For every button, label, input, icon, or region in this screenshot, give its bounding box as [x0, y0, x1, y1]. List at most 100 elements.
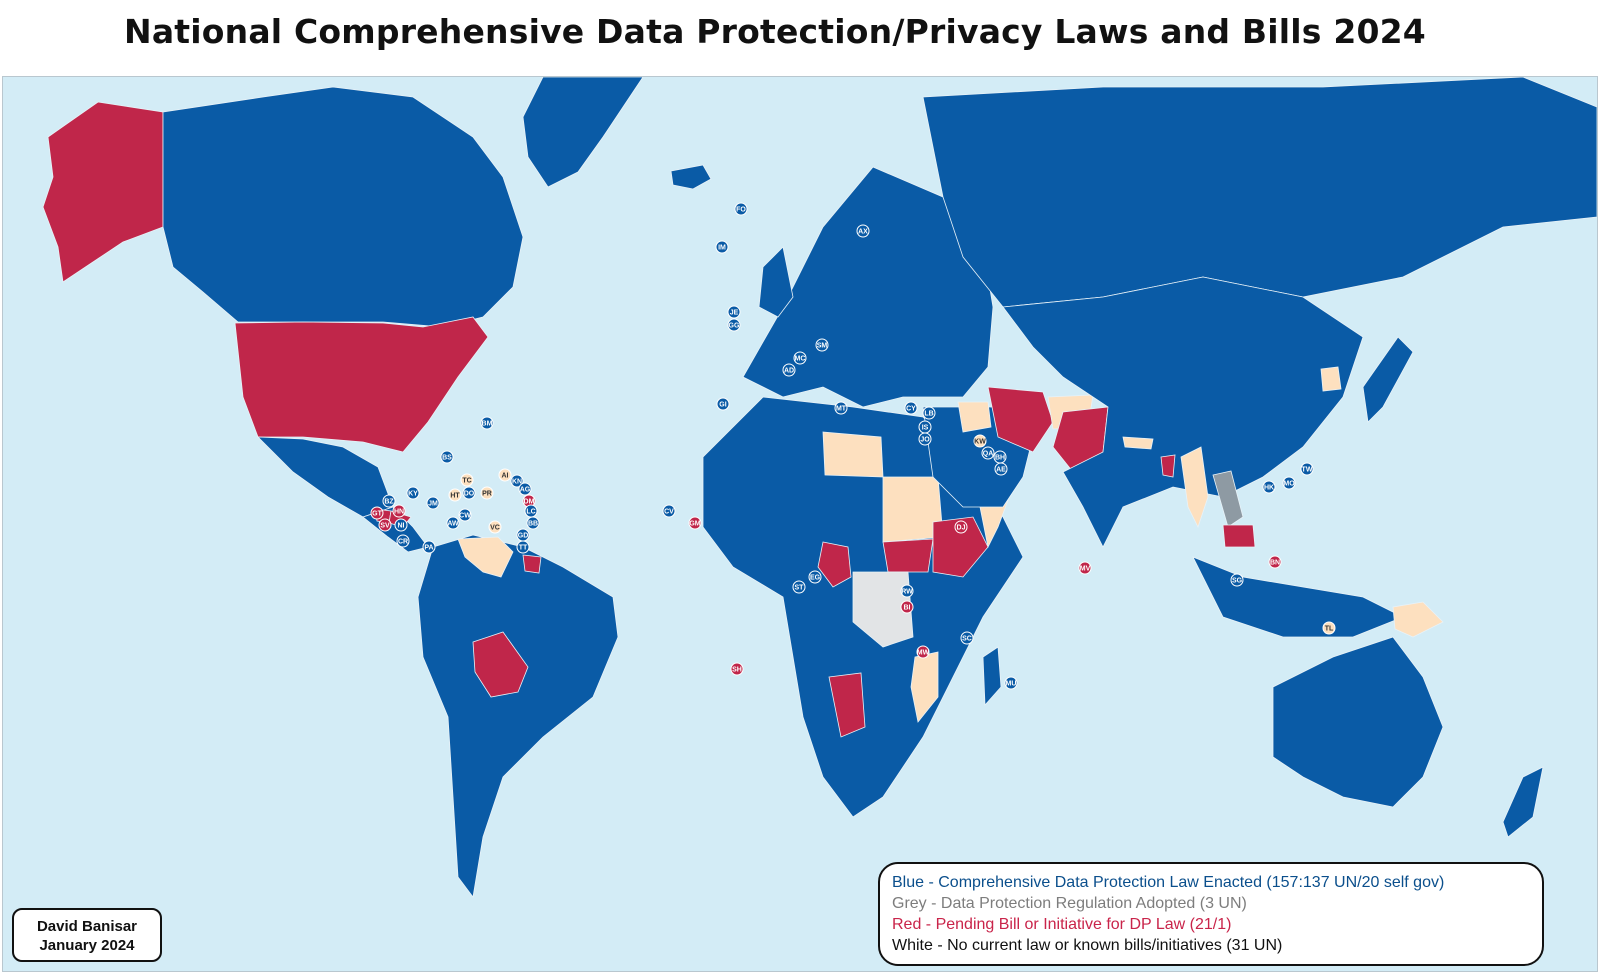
territory-label-ky: KY	[406, 486, 420, 500]
territory-code: MV	[1080, 566, 1091, 573]
territory-marker	[900, 584, 914, 598]
territory-code: MC	[795, 356, 806, 363]
territory-marker	[498, 468, 512, 482]
territory-code: PR	[482, 491, 492, 498]
territory-code: KN	[512, 479, 522, 486]
legend-pending: Red - Pending Bill or Initiative for DP …	[892, 916, 1232, 933]
territory-marker	[426, 496, 440, 510]
territory-code: BM	[482, 421, 493, 428]
territory-label-tt: TT	[516, 540, 530, 554]
territory-marker	[727, 305, 741, 319]
territory-label-mt: MT	[834, 401, 848, 415]
territory-label-gt: GT	[370, 506, 384, 520]
territory-label-vc: VC	[488, 520, 502, 534]
country-uk	[758, 246, 794, 318]
country-iraq	[957, 401, 992, 433]
territory-label-bb: BB	[526, 516, 540, 530]
territory-marker	[462, 486, 476, 500]
territory-label-bs: BS	[440, 450, 454, 464]
territory-code: GG	[729, 323, 740, 330]
territory-marker	[856, 224, 870, 238]
territory-label-cv: CV	[662, 504, 676, 518]
territory-label-pr: PR	[480, 486, 494, 500]
territory-label-je: JE	[727, 305, 741, 319]
territory-marker	[1300, 462, 1314, 476]
territory-marker	[378, 518, 392, 532]
territory-label-tc: TC	[460, 473, 474, 487]
territory-label-hn: HN	[392, 504, 406, 518]
territory-label-do: DO	[462, 486, 476, 500]
territory-code: SG	[1232, 578, 1243, 585]
country-bangladesh	[1160, 454, 1176, 478]
territory-label-mw: MW	[916, 645, 930, 659]
territory-marker	[396, 534, 410, 548]
territory-label-lc: LC	[524, 504, 538, 518]
territory-code: EG	[810, 575, 821, 582]
territory-marker	[406, 486, 420, 500]
territory-marker	[792, 580, 806, 594]
territory-code: SH	[732, 667, 742, 674]
territory-label-sv: SV	[378, 518, 392, 532]
territory-marker	[392, 504, 406, 518]
territory-label-gm: GM	[688, 516, 702, 530]
territory-label-is: IS	[918, 420, 932, 434]
territory-marker	[1268, 555, 1282, 569]
country-greenland	[522, 77, 644, 188]
territory-marker	[516, 540, 530, 554]
territory-label-fo: FO	[734, 202, 748, 216]
legend-enacted: Blue - Comprehensive Data Protection Law…	[892, 874, 1445, 891]
territory-code: GD	[518, 533, 529, 540]
territory-code: AX	[858, 229, 868, 236]
territory-label-sm: SM	[815, 338, 829, 352]
territory-label-dj: DJ	[954, 520, 968, 534]
territory-label-qa: QA	[981, 446, 995, 460]
country-mozambique	[910, 651, 939, 723]
territory-marker	[716, 397, 730, 411]
territory-marker	[440, 450, 454, 464]
territory-code: SV	[380, 523, 390, 530]
territory-code: SM	[817, 343, 828, 350]
territory-label-bz: BZ	[382, 494, 396, 508]
territory-label-mc: MC	[793, 351, 807, 365]
territory-label-st: ST	[792, 580, 806, 594]
territory-label-kw: KW	[973, 434, 987, 448]
territory-label-bn: BN	[1268, 555, 1282, 569]
territory-label-lb: LB	[922, 406, 936, 420]
territory-marker	[815, 338, 829, 352]
territory-code: CR	[398, 539, 408, 546]
territory-marker	[922, 406, 936, 420]
territory-code: BB	[528, 521, 538, 528]
country-nepal	[1122, 436, 1154, 450]
territory-marker	[900, 600, 914, 614]
territory-code: TT	[519, 545, 528, 552]
territory-marker	[448, 488, 462, 502]
territory-label-bm: BM	[480, 416, 494, 430]
territory-marker	[782, 363, 796, 377]
territory-code: CW	[459, 513, 471, 520]
territory-marker	[973, 434, 987, 448]
territory-marker	[518, 482, 532, 496]
country-bolivia	[472, 631, 529, 698]
territory-marker	[730, 662, 744, 676]
territory-code: BI	[904, 605, 911, 612]
territory-code: TC	[462, 478, 471, 485]
territory-code: QA	[983, 451, 994, 458]
country-south-sudan	[882, 538, 934, 573]
territory-code: IS	[922, 425, 929, 432]
country-australia	[1272, 636, 1444, 808]
territory-label-mo: MO	[1282, 476, 1296, 490]
territory-label-cy: CY	[904, 401, 918, 415]
credit-date: January 2024	[39, 937, 135, 954]
country-suriname	[522, 554, 542, 574]
territory-label-sg: SG	[1230, 573, 1244, 587]
territory-code: DO	[464, 491, 475, 498]
territory-code: MT	[836, 406, 847, 413]
territory-marker	[808, 570, 822, 584]
world-map: FO IM JE GG AX MC AD SM GI MT CY LB IS JO KW QA BH AE DJ BM…	[2, 76, 1598, 972]
territory-code: IM	[718, 245, 726, 252]
territory-marker	[916, 645, 930, 659]
territory-label-jm: JM	[426, 496, 440, 510]
territory-code: MO	[1283, 481, 1295, 488]
country-canada	[162, 86, 524, 328]
